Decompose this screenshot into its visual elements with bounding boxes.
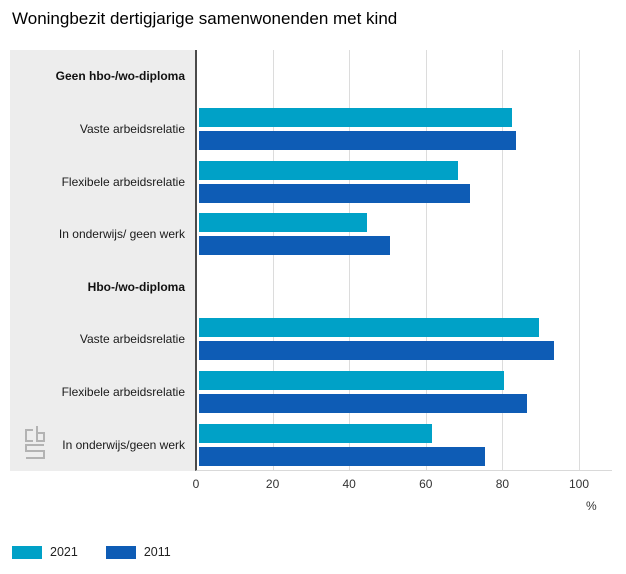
- x-tick-label: 0: [192, 477, 200, 491]
- legend-swatch: [12, 545, 42, 559]
- gridline: [425, 50, 427, 470]
- chart-row: Geen hbo-/wo-diploma: [10, 50, 612, 103]
- x-tick-label: 40: [342, 477, 356, 491]
- gridline: [579, 50, 580, 470]
- chart-row: Flexibele arbeidsrelatie: [10, 366, 612, 419]
- x-tick-label: 60: [419, 477, 433, 491]
- category-label: Flexibele arbeidsrelatie: [61, 174, 185, 189]
- bars-cell: [199, 213, 612, 256]
- category-label-panel: [10, 50, 195, 471]
- chart-row: Flexibele arbeidsrelatie: [10, 155, 612, 208]
- bars-cell: [199, 107, 612, 150]
- category-label: Vaste arbeidsrelatie: [79, 121, 185, 136]
- category-label: In onderwijs/geen werk: [62, 437, 185, 452]
- legend: 2021 2011: [12, 545, 199, 559]
- chart-row: Hbo-/wo-diploma: [10, 261, 612, 314]
- gridline: [349, 50, 351, 470]
- bar-2011: [199, 130, 516, 150]
- bar-2011: [199, 394, 528, 414]
- cbs-logo: [25, 426, 45, 459]
- chart-row: In onderwijs/ geen werk: [10, 208, 612, 261]
- bar-2021: [199, 371, 505, 391]
- bar-2021: [199, 107, 513, 127]
- legend-swatch: [105, 545, 136, 559]
- bars-cell: [199, 371, 612, 414]
- group-header-label: Geen hbo-/wo-diploma: [55, 69, 185, 84]
- gridline: [272, 50, 274, 470]
- x-tick-label: 100: [568, 477, 590, 491]
- legend-item-2011[interactable]: 2011: [105, 545, 171, 559]
- bar-2021: [199, 213, 367, 233]
- chart-row: In onderwijs/geen werk: [10, 418, 612, 471]
- legend-label: 2011: [143, 545, 171, 559]
- bar-2021: [199, 423, 432, 443]
- chart-rows: Geen hbo-/wo-diploma Vaste arbeidsrelatie…: [10, 50, 612, 471]
- bars-cell: [199, 318, 612, 361]
- bars-cell: [199, 160, 612, 203]
- chart-area: Geen hbo-/wo-diploma Vaste arbeidsrelatie…: [10, 50, 612, 471]
- gridline: [502, 50, 504, 470]
- bar-2011: [199, 446, 486, 466]
- bar-2011: [199, 236, 390, 256]
- legend-item-2021[interactable]: 2021: [12, 545, 78, 559]
- bars-cell: [199, 423, 612, 466]
- category-label: In onderwijs/ geen werk: [58, 227, 185, 242]
- x-axis-unit-label: %: [586, 499, 597, 513]
- x-tick-label: 80: [495, 477, 510, 491]
- chart-row: Vaste arbeidsrelatie: [10, 313, 612, 366]
- group-header-label: Hbo-/wo-diploma: [87, 279, 185, 294]
- bar-2011: [199, 183, 470, 203]
- category-label: Flexibele arbeidsrelatie: [61, 385, 185, 400]
- chart-title: Woningbezit dertigjarige samenwonenden m…: [12, 9, 398, 28]
- bar-2011: [199, 341, 555, 361]
- bar-2021: [199, 318, 539, 338]
- chart-row: Vaste arbeidsrelatie: [10, 103, 612, 156]
- bar-2021: [199, 160, 459, 180]
- category-label: Vaste arbeidsrelatie: [79, 332, 185, 347]
- x-tick-label: 20: [265, 477, 280, 491]
- legend-label: 2021: [50, 545, 78, 559]
